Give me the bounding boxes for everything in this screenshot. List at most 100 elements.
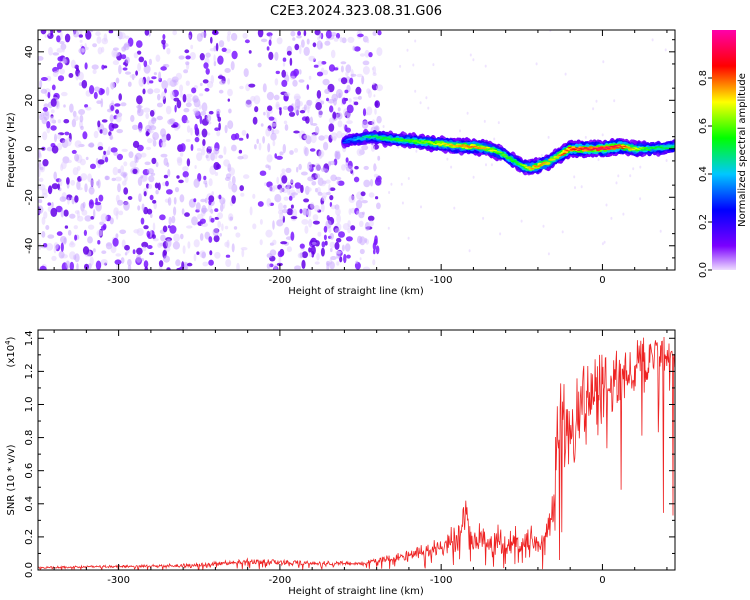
noise-blob — [283, 196, 289, 201]
noise-blob — [270, 122, 277, 127]
noise-blob — [145, 146, 152, 150]
noise-blob — [112, 237, 119, 247]
noise-blob — [219, 233, 222, 237]
noise-blob — [125, 71, 131, 75]
noise-blob — [84, 46, 89, 51]
noise-blob — [287, 181, 290, 189]
noise-blob — [363, 165, 369, 170]
noise-blob — [246, 133, 249, 139]
signal-mark — [420, 140, 425, 142]
snr-x-axis-label: Height of straight line (km) — [288, 586, 424, 597]
noise-blob — [420, 205, 422, 209]
noise-blob — [561, 230, 564, 234]
noise-blob — [209, 48, 216, 52]
noise-blob — [100, 259, 108, 266]
noise-blob — [275, 155, 283, 160]
colorbar-tick-label: 0.8 — [698, 70, 709, 86]
noise-blob — [268, 165, 271, 171]
noise-blob — [301, 251, 308, 259]
noise-blob — [90, 201, 93, 205]
noise-blob — [397, 145, 400, 149]
noise-blob — [202, 261, 209, 267]
noise-blob — [318, 150, 323, 160]
noise-blob — [309, 116, 314, 126]
x-tick-label: -100 — [430, 575, 453, 586]
noise-blob — [281, 69, 287, 78]
noise-blob — [535, 62, 538, 66]
noise-blob — [218, 154, 224, 159]
signal-mark — [574, 147, 579, 149]
signal-mark — [670, 146, 675, 148]
noise-blob — [344, 243, 351, 252]
noise-blob — [146, 76, 151, 85]
signal-mark — [566, 150, 570, 152]
noise-blob — [79, 158, 86, 166]
noise-blob — [259, 219, 263, 225]
noise-blob — [115, 233, 119, 239]
noise-blob — [38, 199, 43, 204]
noise-blob — [311, 123, 318, 126]
signal-mark — [486, 147, 490, 149]
noise-blob — [144, 266, 149, 270]
noise-blob — [213, 147, 220, 155]
noise-blob — [193, 253, 197, 262]
noise-blob — [231, 144, 237, 152]
noise-blob — [293, 148, 299, 153]
noise-blob — [57, 56, 64, 62]
noise-blob — [483, 119, 486, 123]
noise-blob — [124, 35, 130, 39]
noise-blob — [186, 96, 192, 103]
noise-blob — [208, 259, 214, 266]
noise-blob — [249, 206, 253, 216]
noise-blob — [254, 144, 257, 150]
noise-blob — [88, 142, 95, 148]
noise-blob — [199, 53, 205, 61]
noise-blob — [155, 189, 159, 195]
noise-blob — [231, 195, 236, 204]
noise-blob — [160, 141, 167, 148]
noise-blob — [194, 136, 200, 143]
noise-blob — [266, 154, 273, 163]
noise-blob — [217, 55, 224, 65]
noise-blob — [45, 225, 50, 230]
noise-blob — [293, 130, 300, 134]
noise-blob — [118, 93, 122, 101]
noise-blob — [308, 75, 312, 80]
y-tick-label: -20 — [24, 189, 35, 205]
noise-blob — [240, 247, 248, 251]
y-tick-label: 0 — [24, 146, 35, 152]
noise-blob — [469, 53, 472, 57]
noise-blob — [213, 235, 220, 243]
x-tick-label: 0 — [599, 575, 605, 586]
noise-blob — [145, 131, 150, 137]
noise-blob — [279, 151, 284, 156]
signal-mark — [527, 166, 531, 168]
signal-mark — [431, 142, 435, 145]
noise-blob — [274, 78, 279, 86]
noise-blob — [269, 35, 272, 40]
noise-blob — [149, 229, 153, 238]
noise-blob — [368, 52, 373, 58]
noise-blob — [109, 134, 113, 140]
noise-blob — [490, 163, 493, 167]
noise-blob — [371, 119, 376, 127]
noise-blob — [38, 149, 41, 158]
signal-mark — [560, 154, 565, 156]
noise-blob — [308, 55, 316, 62]
y-tick-label: 1.2 — [24, 363, 35, 379]
noise-blob — [180, 233, 184, 240]
noise-blob — [352, 45, 356, 51]
signal-mark — [360, 137, 364, 139]
noise-blob — [186, 225, 193, 229]
noise-blob — [47, 91, 51, 99]
noise-blob — [175, 72, 182, 80]
noise-blob — [629, 174, 632, 178]
noise-blob — [63, 104, 66, 108]
noise-blob — [185, 80, 190, 86]
noise-blob — [333, 67, 339, 71]
noise-blob — [41, 116, 48, 125]
noise-blob — [317, 60, 323, 67]
noise-blob — [263, 111, 266, 116]
noise-blob — [50, 109, 55, 114]
noise-blob — [321, 167, 326, 172]
